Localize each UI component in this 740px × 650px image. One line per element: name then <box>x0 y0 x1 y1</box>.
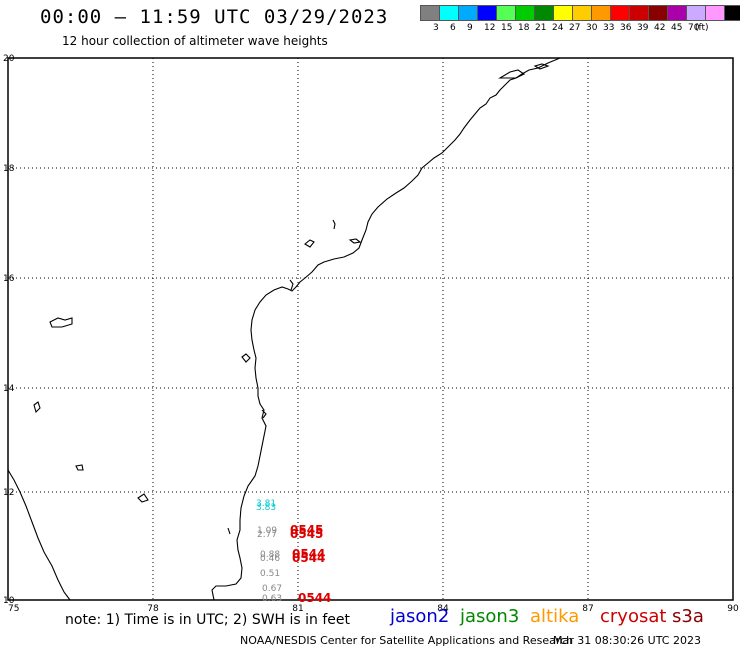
legend-swatches <box>420 5 740 21</box>
legend-label: 45 <box>671 23 683 33</box>
observation-label: 3.83 <box>256 503 276 513</box>
island-7 <box>33 401 41 414</box>
legend-label: 18 <box>518 23 530 33</box>
legend-label: 15 <box>501 23 513 33</box>
island-5 <box>348 238 362 244</box>
island-13 <box>261 409 267 419</box>
island-10 <box>241 353 251 363</box>
legend-label: 30 <box>586 23 598 33</box>
legend-label: 39 <box>637 23 649 33</box>
legend-label: 3 <box>433 23 439 33</box>
observation-label: 0544 <box>292 551 325 565</box>
satellite-name: jason3 <box>460 606 520 627</box>
y-tick-label: 16 <box>3 274 15 284</box>
legend-label: 33 <box>603 23 615 33</box>
observation-label: 0.46 <box>260 554 280 564</box>
wave-height-legend: 3 6 9 12 15 18 21 24 27 30 33 36 39 42 45 70 (ft) <box>420 5 740 35</box>
legend-label: (ft) <box>695 23 709 33</box>
y-tick-label: 10 <box>3 596 15 606</box>
observation-label: 0.67 <box>262 584 282 594</box>
island-1 <box>498 69 526 79</box>
observation-label: 0.63 <box>262 594 282 604</box>
coastline <box>7 57 561 601</box>
legend-label: 36 <box>620 23 632 33</box>
x-tick-label: 84 <box>437 604 449 614</box>
footer-credit: NOAA/NESDIS Center for Satellite Applica… <box>240 634 574 647</box>
legend-label: 24 <box>552 23 564 33</box>
footer-note: note: 1) Time is in UTC; 2) SWH is in fe… <box>65 612 351 628</box>
island-8 <box>75 464 84 471</box>
observation-label: 0.88 <box>260 550 280 560</box>
legend-label: 42 <box>654 23 666 33</box>
map-title: 00:00 – 11:59 UTC 03/29/2023 <box>40 6 389 28</box>
observation-label: 0544 <box>298 591 331 605</box>
legend-swatch <box>724 5 740 21</box>
x-tick-label: 75 <box>8 604 19 614</box>
legend-label: 6 <box>450 23 456 33</box>
footer-timestamp: Mar 31 08:30:26 UTC 2023 <box>553 634 701 647</box>
observation-label: 0544 <box>292 547 325 561</box>
satellite-name: altika <box>530 606 580 627</box>
y-tick-label: 18 <box>3 164 15 174</box>
y-axis-labels: 20 18 16 14 12 10 <box>3 54 15 606</box>
gridlines <box>8 58 733 600</box>
coastline-sri-lanka <box>7 469 71 601</box>
x-tick-label: 90 <box>727 604 739 614</box>
satellite-name: s3a <box>672 606 704 627</box>
observation-label: 2.77 <box>257 530 277 540</box>
island-2 <box>533 63 550 70</box>
map-subtitle: 12 hour collection of altimeter wave hei… <box>62 34 328 48</box>
x-tick-label: 78 <box>147 604 159 614</box>
x-axis-labels: 75 78 81 84 87 90 <box>8 604 739 614</box>
y-tick-label: 12 <box>3 488 14 498</box>
satellite-name: jason2 <box>390 606 450 627</box>
observation-label: 3.81 <box>256 499 276 509</box>
legend-labels: 3 6 9 12 15 18 21 24 27 30 33 36 39 42 45 70 (ft) <box>421 21 740 35</box>
island-9 <box>137 493 149 503</box>
legend-label: 27 <box>569 23 581 33</box>
island-4 <box>332 219 336 230</box>
observation-label: 0545 <box>290 527 323 541</box>
observation-label: 1.09 <box>257 526 277 536</box>
island-3 <box>304 239 315 248</box>
y-tick-label: 20 <box>3 54 15 64</box>
x-tick-label: 81 <box>292 604 303 614</box>
legend-label: 21 <box>535 23 547 33</box>
map-frame <box>7 57 734 601</box>
legend-label: 70 <box>688 23 700 33</box>
observation-label: 0545 <box>290 523 323 537</box>
island-6 <box>49 317 73 328</box>
coastline-india-east <box>211 57 561 601</box>
observation-label: 0.51 <box>260 569 280 579</box>
island-11 <box>289 279 294 291</box>
y-tick-label: 14 <box>3 384 15 394</box>
satellite-name: cryosat <box>600 606 667 627</box>
legend-label: 9 <box>467 23 473 33</box>
island-12 <box>227 527 231 535</box>
x-tick-label: 87 <box>582 604 593 614</box>
legend-label: 12 <box>484 23 496 33</box>
